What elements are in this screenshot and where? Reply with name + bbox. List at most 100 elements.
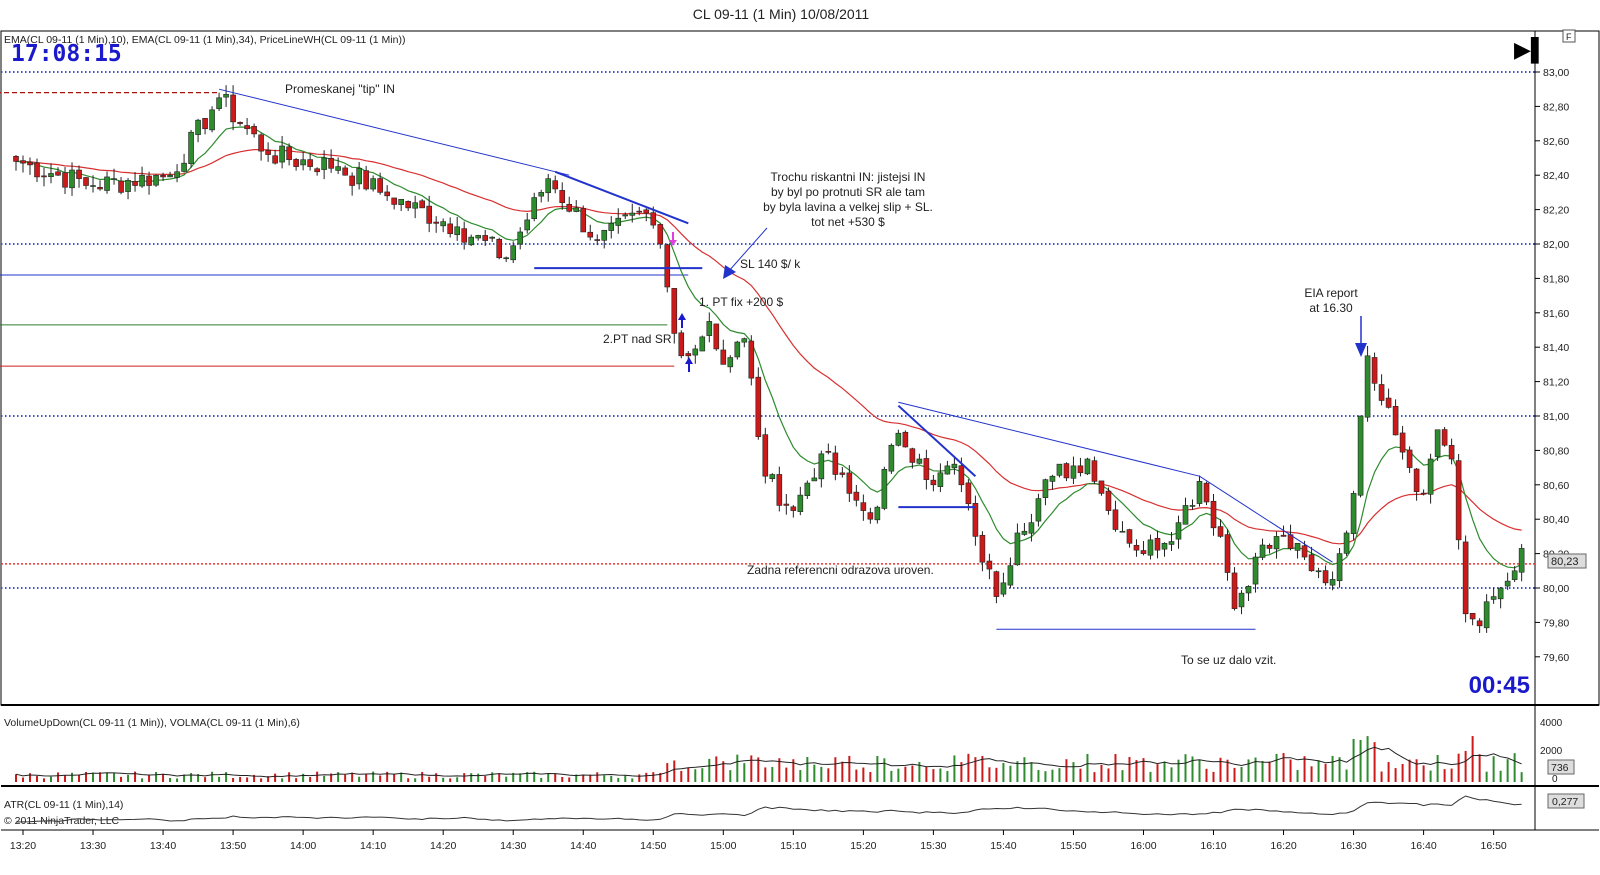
candle-23 <box>174 164 180 183</box>
candle-36 <box>265 142 271 162</box>
candle-127 <box>902 430 909 448</box>
price-tick-5: 82,00 <box>1543 239 1569 251</box>
candle-82 <box>587 224 594 241</box>
candle-164 <box>1161 542 1168 557</box>
time-tick-17: 16:10 <box>1200 840 1226 852</box>
candle-196 <box>1385 388 1392 409</box>
candle-22 <box>167 171 173 178</box>
candle-188 <box>1329 571 1336 591</box>
volume-current-value: 736 <box>1551 762 1569 774</box>
candle-98 <box>699 335 706 352</box>
time-tick-19: 16:30 <box>1340 840 1366 852</box>
candle-3 <box>34 158 40 183</box>
candle-46 <box>335 157 341 175</box>
candle-68 <box>489 236 496 242</box>
candle-212 <box>1497 586 1504 609</box>
candle-54 <box>391 197 397 210</box>
candle-86 <box>615 208 622 234</box>
candle-2 <box>27 157 33 175</box>
candle-156 <box>1105 487 1112 515</box>
candle-167 <box>1182 497 1189 525</box>
candle-136 <box>965 479 972 511</box>
blue-buy-arrow-2 <box>685 357 693 372</box>
candle-203 <box>1434 429 1441 461</box>
sl-arrow <box>723 227 768 279</box>
time-tick-14: 15:40 <box>990 840 1016 852</box>
candle-95 <box>678 330 685 359</box>
candle-80 <box>573 200 580 213</box>
candle-109 <box>776 466 783 512</box>
candle-178 <box>1259 538 1266 561</box>
candle-108 <box>769 473 776 483</box>
candle-111 <box>790 505 797 518</box>
drawn-lines <box>218 88 1333 630</box>
candle-168 <box>1189 499 1196 510</box>
candle-59 <box>426 195 432 233</box>
candle-169 <box>1196 475 1203 507</box>
candle-48 <box>349 172 355 196</box>
candle-148 <box>1049 474 1056 490</box>
price-tick-17: 79,60 <box>1543 652 1569 664</box>
candle-63 <box>454 217 460 241</box>
time-tick-13: 15:30 <box>920 840 946 852</box>
candle-19 <box>146 171 152 195</box>
candle-76 <box>545 173 552 202</box>
candle-140 <box>993 570 1000 604</box>
current-price-label: 80,23 <box>1551 556 1579 568</box>
f-button[interactable] <box>1562 29 1576 43</box>
price-tick-6: 81,80 <box>1543 273 1569 285</box>
candle-16 <box>125 177 131 200</box>
atr-line <box>15 795 1522 823</box>
indicator-label: EMA(CL 09-11 (1 Min),10), EMA(CL 09-11 (… <box>4 34 405 46</box>
candle-30 <box>223 85 229 107</box>
candle-199 <box>1406 446 1413 473</box>
candle-118 <box>839 467 846 478</box>
candle-34 <box>251 123 257 138</box>
candle-27 <box>202 118 208 135</box>
candle-117 <box>832 445 839 481</box>
volume-tick-4000: 4000 <box>1540 718 1563 729</box>
time-tick-8: 14:40 <box>570 840 596 852</box>
price-tick-12: 80,60 <box>1543 480 1569 492</box>
candlesticks <box>13 85 1525 633</box>
candle-33 <box>244 118 250 135</box>
price-tick-11: 80,80 <box>1543 445 1569 457</box>
candle-149 <box>1056 463 1063 478</box>
candle-9 <box>76 165 82 188</box>
candle-17 <box>132 171 138 192</box>
candle-72 <box>517 227 524 250</box>
candle-116 <box>825 443 832 455</box>
candle-43 <box>314 167 320 176</box>
annotation-tose: To se uz dalo vzit. <box>1181 653 1276 667</box>
candle-41 <box>300 152 306 171</box>
candle-4 <box>41 167 47 187</box>
play-pause-icon[interactable]: ▶▌ <box>1514 36 1547 64</box>
candle-58 <box>419 199 425 209</box>
ema-lines <box>15 126 1522 569</box>
candle-11 <box>90 175 96 193</box>
candle-88 <box>629 203 636 223</box>
candle-208 <box>1469 612 1476 626</box>
candle-130 <box>923 449 930 490</box>
candle-61 <box>440 218 446 233</box>
candle-190 <box>1343 530 1350 556</box>
candle-145 <box>1028 513 1035 542</box>
candle-122 <box>867 507 874 524</box>
candle-14 <box>111 168 117 185</box>
candle-180 <box>1273 531 1280 559</box>
annotation-pt2: 2.PT nad SR <box>603 332 672 346</box>
candle-89 <box>636 206 643 216</box>
f-button-label: F <box>1566 32 1572 42</box>
candle-124 <box>881 466 888 511</box>
volume-axis: 4000 2000 0 <box>1540 718 1563 785</box>
candle-99 <box>706 312 713 343</box>
price-tick-4: 82,20 <box>1543 205 1569 217</box>
volume-bars <box>14 736 1523 782</box>
trendline-1 <box>218 88 570 176</box>
candle-162 <box>1147 534 1154 560</box>
candle-13 <box>104 171 110 194</box>
candle-157 <box>1112 500 1119 532</box>
price-tick-3: 82,40 <box>1543 170 1569 182</box>
candle-15 <box>118 177 124 195</box>
